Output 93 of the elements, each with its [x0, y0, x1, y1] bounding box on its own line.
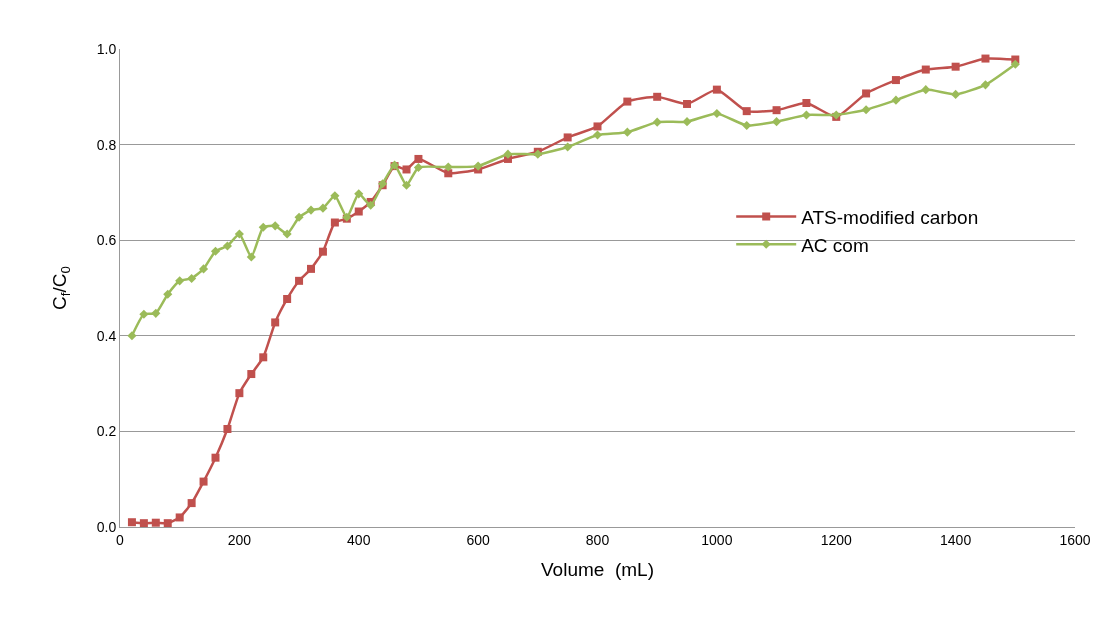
x-tick-label: 600 [466, 531, 491, 548]
point [413, 162, 423, 173]
point [921, 85, 931, 95]
point [980, 80, 991, 90]
point [271, 318, 280, 327]
point [127, 518, 136, 527]
point [223, 425, 232, 434]
point [294, 212, 304, 222]
x-tick-label: 0 [116, 531, 125, 548]
point [772, 106, 781, 115]
point [127, 331, 137, 341]
point [175, 276, 185, 286]
point [683, 99, 692, 108]
point [354, 189, 364, 199]
point [151, 308, 161, 318]
point [247, 370, 256, 379]
x-tick-label: 800 [585, 531, 610, 548]
point [199, 477, 208, 486]
point [402, 165, 411, 174]
point [652, 117, 662, 127]
point [222, 241, 232, 251]
point [246, 252, 256, 262]
point [318, 247, 327, 256]
point [772, 117, 782, 127]
point [1010, 59, 1020, 69]
point [187, 273, 197, 283]
point [210, 246, 221, 256]
point [622, 127, 632, 137]
point [653, 92, 662, 101]
point [307, 264, 315, 273]
y-tick-label: 0.8 [96, 136, 117, 153]
y-tick-label: 0.2 [96, 423, 117, 440]
x-tick-label: 400 [347, 531, 371, 548]
point [473, 161, 483, 171]
y-tick-label: 0.0 [96, 518, 117, 535]
point [270, 221, 280, 231]
point [891, 76, 900, 85]
point [742, 120, 752, 131]
point [175, 513, 184, 522]
point [712, 85, 721, 94]
point [801, 110, 811, 120]
point [199, 264, 209, 274]
point [444, 169, 453, 178]
point [592, 130, 603, 140]
point [951, 62, 960, 71]
y-tick-label: 1.0 [96, 40, 117, 57]
y-tick-label: 0.6 [96, 232, 117, 249]
point [151, 518, 160, 527]
legend-label: AC com [801, 234, 869, 256]
x-tick-label: 1000 [701, 531, 733, 548]
point [891, 95, 901, 105]
point [139, 519, 148, 527]
point [235, 389, 244, 398]
point [163, 289, 173, 299]
point [742, 107, 751, 116]
point [503, 149, 513, 159]
point [318, 203, 328, 213]
point [802, 99, 811, 108]
point [563, 142, 573, 152]
point [234, 229, 244, 239]
point [139, 309, 149, 319]
point [283, 294, 292, 303]
point [682, 117, 692, 127]
x-tick-label: 1400 [940, 531, 972, 548]
point [295, 276, 304, 285]
point [563, 133, 572, 142]
x-tick-label: 1600 [1059, 531, 1091, 548]
point [282, 229, 292, 239]
point [414, 154, 423, 163]
point [354, 207, 363, 216]
point [306, 205, 316, 215]
x-tick-label: 200 [227, 531, 252, 548]
point [951, 89, 961, 99]
legend-label: ATS-modified carbon [801, 206, 979, 228]
point [330, 191, 340, 201]
point [258, 222, 268, 232]
point [861, 105, 871, 115]
point [921, 65, 930, 74]
x-tick-label: 1200 [820, 531, 853, 548]
point [259, 353, 268, 362]
point [401, 180, 412, 190]
y-tick-label: 0.4 [96, 327, 117, 344]
point [211, 453, 220, 462]
point [862, 89, 871, 98]
x-axis-title: Volume (mL) [541, 558, 654, 580]
point [712, 108, 722, 119]
point [623, 97, 632, 106]
point [593, 122, 602, 131]
point [330, 218, 339, 227]
point [163, 519, 172, 527]
point [981, 54, 990, 63]
point [366, 200, 376, 210]
point [187, 499, 196, 508]
